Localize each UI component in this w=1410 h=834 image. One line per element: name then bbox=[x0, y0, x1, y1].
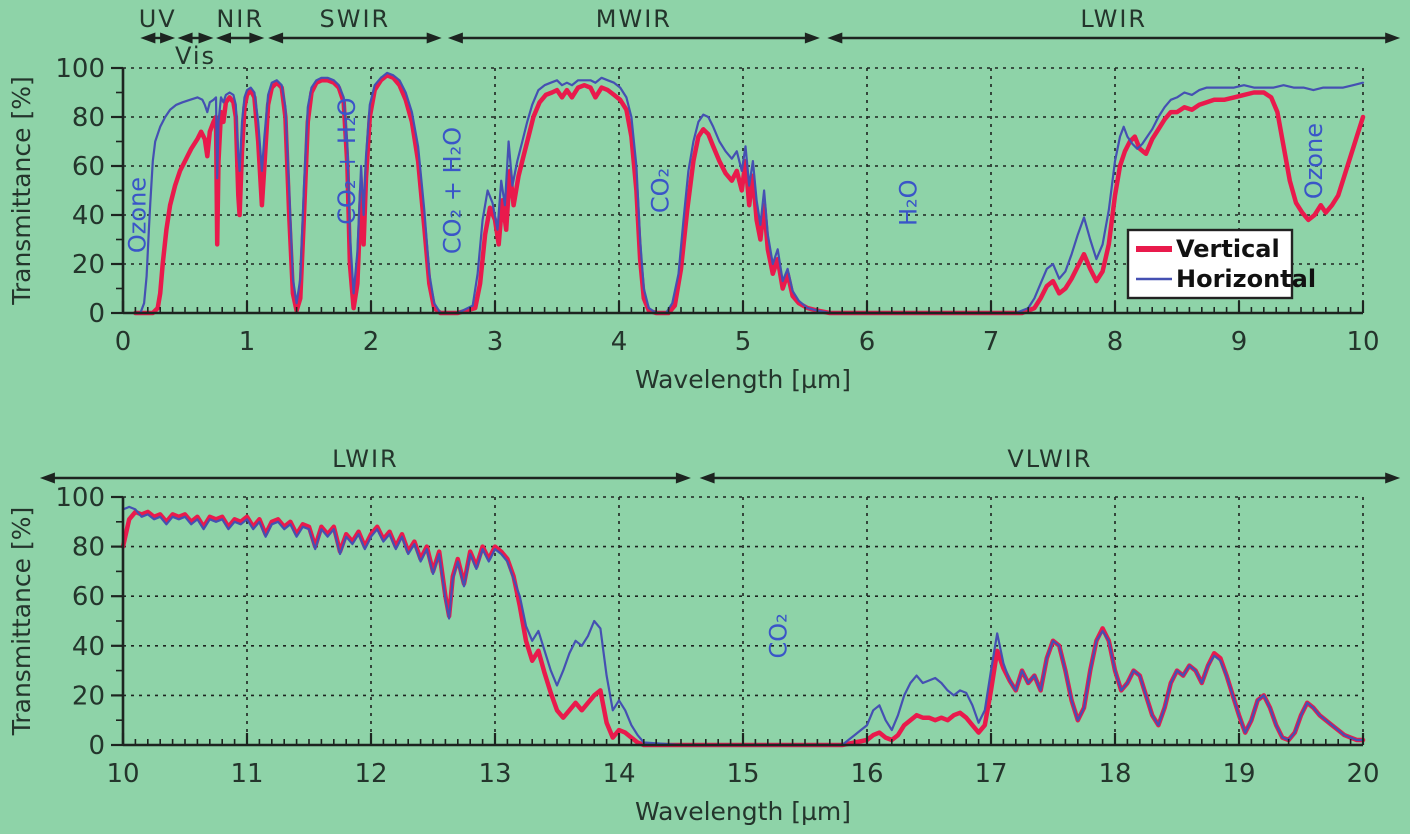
x-tick-label-8: 8 bbox=[1107, 327, 1124, 357]
legend-label-vertical: Vertical bbox=[1176, 235, 1280, 263]
y-tick-label-100: 100 bbox=[55, 483, 105, 513]
y-axis-label: Transmittance [%] bbox=[7, 76, 36, 305]
band-label-nir: NIR bbox=[216, 5, 264, 33]
band-label-vis: Vis bbox=[175, 42, 216, 70]
y-tick-label-60: 60 bbox=[72, 152, 105, 182]
band-label-lwir: LWIR bbox=[332, 445, 399, 473]
y-axis-label: Transmittance [%] bbox=[7, 507, 36, 736]
band-arrowhead-left-icon bbox=[699, 472, 715, 484]
y-tick-label-20: 20 bbox=[72, 250, 105, 280]
band-mwir: MWIR bbox=[447, 5, 820, 44]
x-tick-label-5: 5 bbox=[735, 327, 752, 357]
annotation-h-o: H₂O bbox=[895, 179, 923, 226]
band-arrowhead-left-icon bbox=[177, 32, 193, 44]
y-tick-label-40: 40 bbox=[72, 201, 105, 231]
band-arrowhead-right-icon bbox=[1385, 472, 1401, 484]
y-tick-label-0: 0 bbox=[88, 299, 105, 329]
band-uv: UV bbox=[139, 5, 177, 44]
band-arrowhead-right-icon bbox=[426, 32, 442, 44]
y-tick-label-80: 80 bbox=[72, 533, 105, 563]
band-label-uv: UV bbox=[139, 5, 177, 33]
x-tick-label-20: 20 bbox=[1346, 759, 1379, 789]
legend-box bbox=[1126, 228, 1294, 300]
band-nir: NIR bbox=[216, 5, 265, 44]
x-axis-label: Wavelength [µm] bbox=[635, 797, 851, 826]
band-label-lwir: LWIR bbox=[1080, 5, 1147, 33]
x-tick-label-11: 11 bbox=[230, 759, 263, 789]
series-horizontal-line bbox=[134, 71, 1365, 315]
x-tick-label-18: 18 bbox=[1098, 759, 1131, 789]
band-vis: Vis bbox=[175, 32, 216, 70]
band-arrowhead-left-icon bbox=[827, 32, 843, 44]
band-label-mwir: MWIR bbox=[596, 5, 672, 33]
x-tick-label-4: 4 bbox=[611, 327, 628, 357]
annotation-ozone: Ozone bbox=[123, 177, 151, 253]
annotation-co-h-o: CO₂ + H₂O bbox=[438, 127, 466, 254]
x-tick-label-7: 7 bbox=[983, 327, 1000, 357]
x-tick-label-2: 2 bbox=[363, 327, 380, 357]
x-tick-label-10: 10 bbox=[106, 759, 139, 789]
x-tick-label-15: 15 bbox=[726, 759, 759, 789]
bottom-chart-bands: LWIR VLWIR bbox=[39, 445, 1401, 484]
band-arrowhead-left-icon bbox=[216, 32, 231, 44]
x-tick-label-6: 6 bbox=[859, 327, 876, 357]
top-chart-series bbox=[133, 71, 1366, 316]
annotation-ozone: Ozone bbox=[1300, 123, 1328, 199]
annotation-co-h-o: CO₂ + H₂O bbox=[333, 97, 361, 224]
y-tick-label-0: 0 bbox=[88, 731, 105, 761]
top-chart-container: UV Vis NIR SWIR MWIR LWIR 0 1 2 3 4 5 6 7 8 9 10 0 20 40 60 8… bbox=[7, 5, 1401, 394]
x-tick-label-0: 0 bbox=[115, 327, 132, 357]
band-arrowhead-left-icon bbox=[447, 32, 463, 44]
bottom-chart: LWIR VLWIR 10 11 12 13 14 15 16 17 18 19 20 0 20 40 60 80… bbox=[7, 445, 1401, 826]
annotation-co: CO₂ bbox=[647, 168, 675, 213]
y-tick-label-40: 40 bbox=[72, 632, 105, 662]
x-tick-label-1: 1 bbox=[239, 327, 256, 357]
x-tick-label-10: 10 bbox=[1346, 327, 1379, 357]
x-tick-label-13: 13 bbox=[478, 759, 511, 789]
series-vertical-line bbox=[133, 73, 1366, 316]
x-tick-label-14: 14 bbox=[602, 759, 635, 789]
y-tick-label-20: 20 bbox=[72, 681, 105, 711]
x-tick-label-16: 16 bbox=[850, 759, 883, 789]
band-arrowhead-right-icon bbox=[804, 32, 820, 44]
bottom-chart-axes bbox=[111, 495, 1365, 747]
band-arrowhead-right-icon bbox=[1385, 32, 1401, 44]
band-arrowhead-right-icon bbox=[198, 32, 214, 44]
x-tick-label-3: 3 bbox=[487, 327, 504, 357]
band-lwir: LWIR bbox=[827, 5, 1401, 44]
x-tick-label-17: 17 bbox=[974, 759, 1007, 789]
band-arrowhead-right-icon bbox=[249, 32, 265, 44]
x-tick-label-19: 19 bbox=[1222, 759, 1255, 789]
x-tick-label-9: 9 bbox=[1231, 327, 1248, 357]
y-tick-label-60: 60 bbox=[72, 582, 105, 612]
band-arrowhead-right-icon bbox=[675, 472, 691, 484]
band-arrowhead-left-icon bbox=[140, 32, 156, 44]
y-tick-label-100: 100 bbox=[55, 54, 105, 84]
band-vlwir: VLWIR bbox=[699, 445, 1401, 484]
legend-label-horizontal: Horizontal bbox=[1176, 265, 1316, 293]
band-arrowhead-left-icon bbox=[268, 32, 284, 44]
x-axis-label: Wavelength [µm] bbox=[635, 365, 851, 394]
bottom-chart-container: LWIR VLWIR 10 11 12 13 14 15 16 17 18 19 20 0 20 40 60 80… bbox=[0, 420, 1410, 830]
band-label-swir: SWIR bbox=[320, 5, 391, 33]
band-arrowhead-right-icon bbox=[160, 32, 176, 44]
y-tick-label-80: 80 bbox=[72, 103, 105, 133]
band-lwir: LWIR bbox=[39, 445, 691, 484]
annotation-co: CO₂ bbox=[764, 613, 792, 658]
top-chart-axes bbox=[111, 66, 1365, 315]
band-swir: SWIR bbox=[268, 5, 442, 44]
band-arrowhead-left-icon bbox=[39, 472, 55, 484]
band-label-vlwir: VLWIR bbox=[1007, 445, 1092, 473]
x-tick-label-12: 12 bbox=[354, 759, 387, 789]
